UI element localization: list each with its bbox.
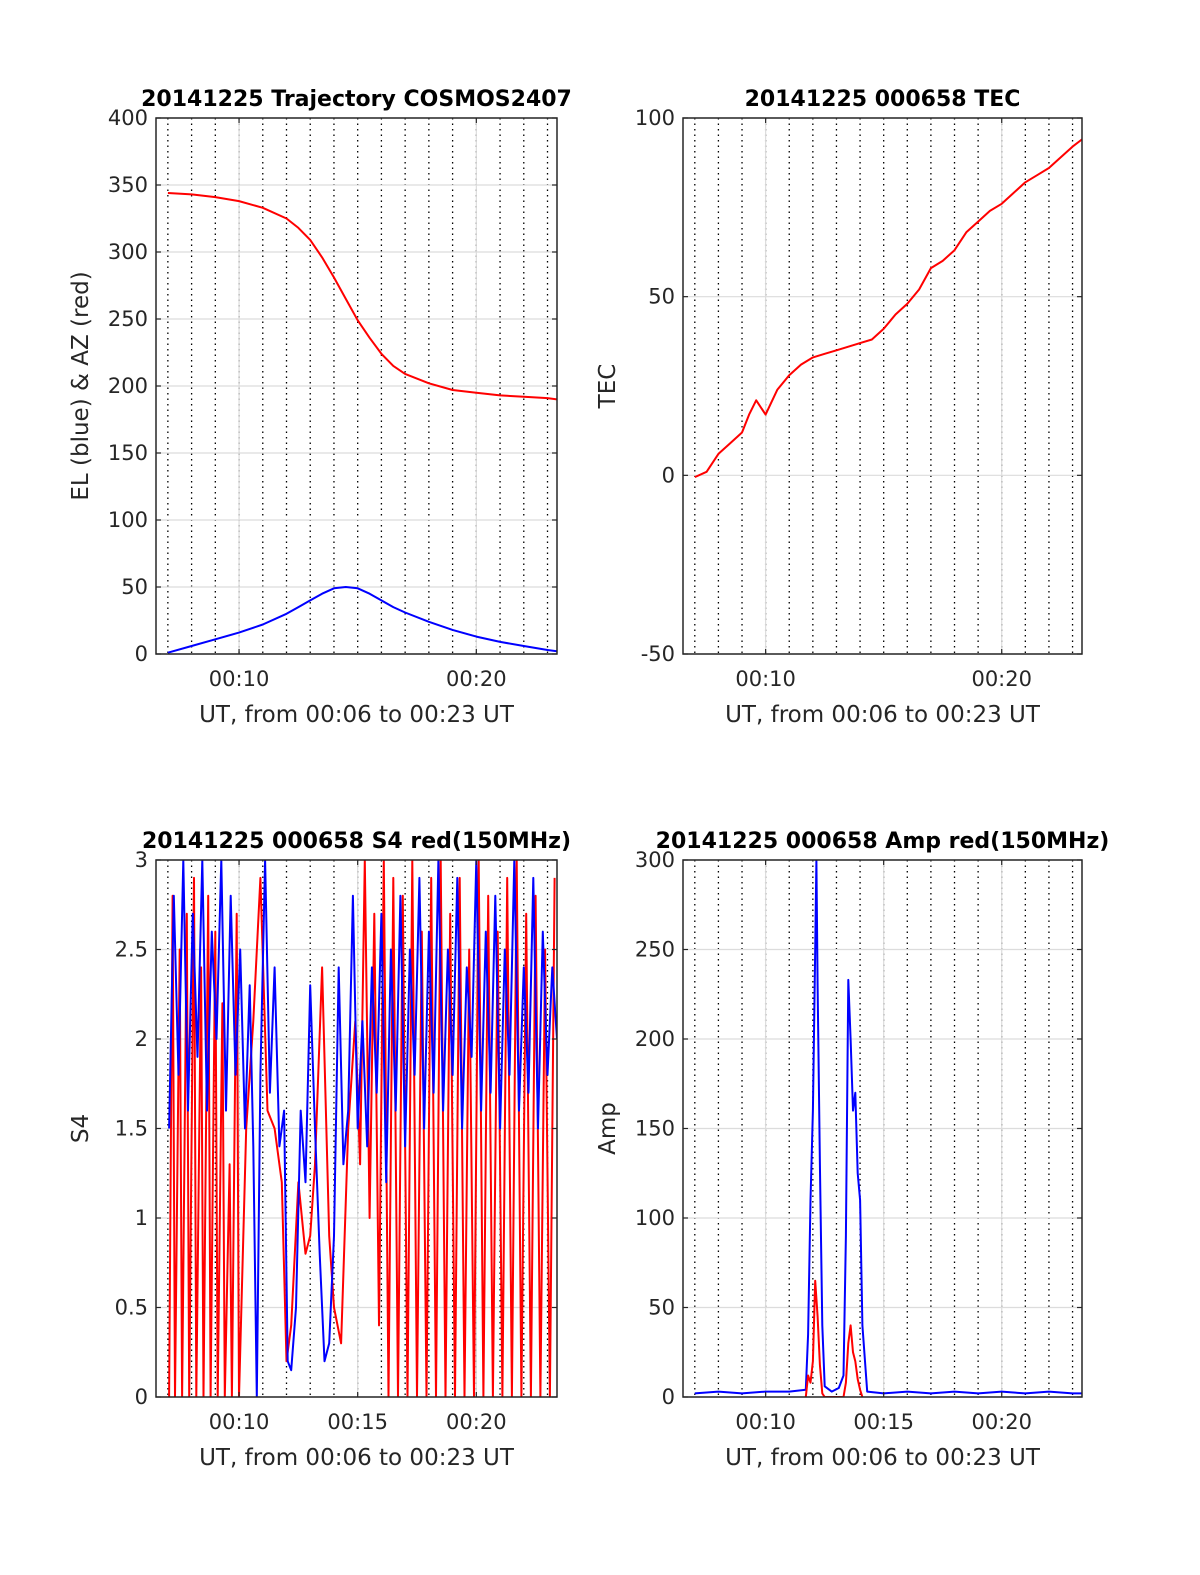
plot-area — [683, 118, 1082, 654]
y-tick-label: 0 — [135, 642, 148, 666]
chart-panel-4: 0 50 100 150 200 250 300 00:10 00:15 00:20 2014122… — [595, 829, 1109, 1471]
y-tick-label: 1 — [135, 1206, 148, 1230]
y-tick-label: 50 — [648, 285, 675, 309]
x-tick-label: 00:10 — [735, 667, 796, 691]
y-tick-label: 350 — [108, 173, 148, 197]
chart-title: 20141225 000658 TEC — [745, 87, 1021, 112]
y-tick-label: 100 — [108, 508, 148, 532]
y-axis-label: S4 — [68, 1114, 94, 1143]
x-tick-label: 00:20 — [971, 667, 1032, 691]
series-line-1 — [167, 192, 557, 401]
x-tick-label: 00:15 — [853, 1410, 914, 1434]
series-line-2 — [804, 1279, 864, 1397]
x-tick-label: 00:15 — [327, 1410, 388, 1434]
x-axis-label: UT, from 00:06 to 00:23 UT — [725, 702, 1041, 728]
y-tick-label: 3 — [135, 848, 148, 872]
x-tick-label: 00:20 — [446, 1410, 507, 1434]
y-axis-label: TEC — [595, 364, 621, 410]
x-axis-label: UT, from 00:06 to 00:23 UT — [199, 702, 515, 728]
y-tick-label: 50 — [121, 575, 148, 599]
series-line-2 — [168, 860, 557, 1397]
x-tick-label: 00:10 — [209, 667, 270, 691]
y-tick-label: 100 — [635, 106, 675, 130]
series-group — [694, 860, 1082, 1397]
x-axis-label: UT, from 00:06 to 00:23 UT — [725, 1445, 1041, 1471]
x-tick-label: 00:10 — [209, 1410, 270, 1434]
chart-panel-3: 0 0.5 1 1.5 2 2.5 3 00:10 00:15 00:20 20141225 000… — [68, 829, 571, 1471]
chart-title: 20141225 000658 Amp red(150MHz) — [656, 829, 1110, 854]
y-tick-label: 200 — [108, 374, 148, 398]
y-tick-label: 2 — [135, 1027, 148, 1051]
series-group — [694, 138, 1082, 479]
y-tick-label: 1.5 — [115, 1117, 148, 1141]
y-tick-label: 250 — [108, 307, 148, 331]
series-line-1 — [694, 860, 1082, 1395]
y-tick-label: 200 — [635, 1027, 675, 1051]
y-tick-label: 100 — [635, 1206, 675, 1230]
y-tick-label: 0 — [662, 463, 675, 487]
y-tick-label: 150 — [108, 441, 148, 465]
axes-frame — [682, 117, 1083, 655]
chart-title: 20141225 000658 S4 red(150MHz) — [142, 829, 571, 854]
chart-panel-1: 0 50 100 150 200 250 300 350 400 00:10 00:20 201412… — [68, 87, 572, 728]
y-tick-label: 150 — [635, 1117, 675, 1141]
y-tick-label: -50 — [641, 642, 675, 666]
y-tick-label: 2.5 — [115, 938, 148, 962]
x-axis-label: UT, from 00:06 to 00:23 UT — [199, 1445, 515, 1471]
y-tick-label: 50 — [648, 1296, 675, 1320]
y-axis-label: Amp — [595, 1102, 621, 1155]
y-tick-label: 300 — [635, 848, 675, 872]
y-tick-label: 0.5 — [115, 1296, 148, 1320]
y-tick-label: 250 — [635, 938, 675, 962]
y-axis-label: EL (blue) & AZ (red) — [68, 271, 94, 500]
x-tick-label: 00:20 — [446, 667, 507, 691]
x-tick-label: 00:20 — [971, 1410, 1032, 1434]
series-line-2 — [167, 586, 557, 654]
series-group — [168, 860, 557, 1397]
chart-title: 20141225 Trajectory COSMOS2407 — [141, 87, 572, 112]
series-line-1 — [694, 138, 1082, 479]
y-tick-label: 400 — [108, 106, 148, 130]
y-tick-label: 0 — [662, 1385, 675, 1409]
y-tick-label: 300 — [108, 240, 148, 264]
x-tick-label: 00:10 — [735, 1410, 796, 1434]
series-line-1 — [168, 860, 556, 1397]
series-group — [167, 192, 557, 654]
y-tick-label: 0 — [135, 1385, 148, 1409]
chart-panel-2: -50 0 50 100 00:10 00:20 20141225 000658 TEC UT… — [595, 87, 1083, 728]
